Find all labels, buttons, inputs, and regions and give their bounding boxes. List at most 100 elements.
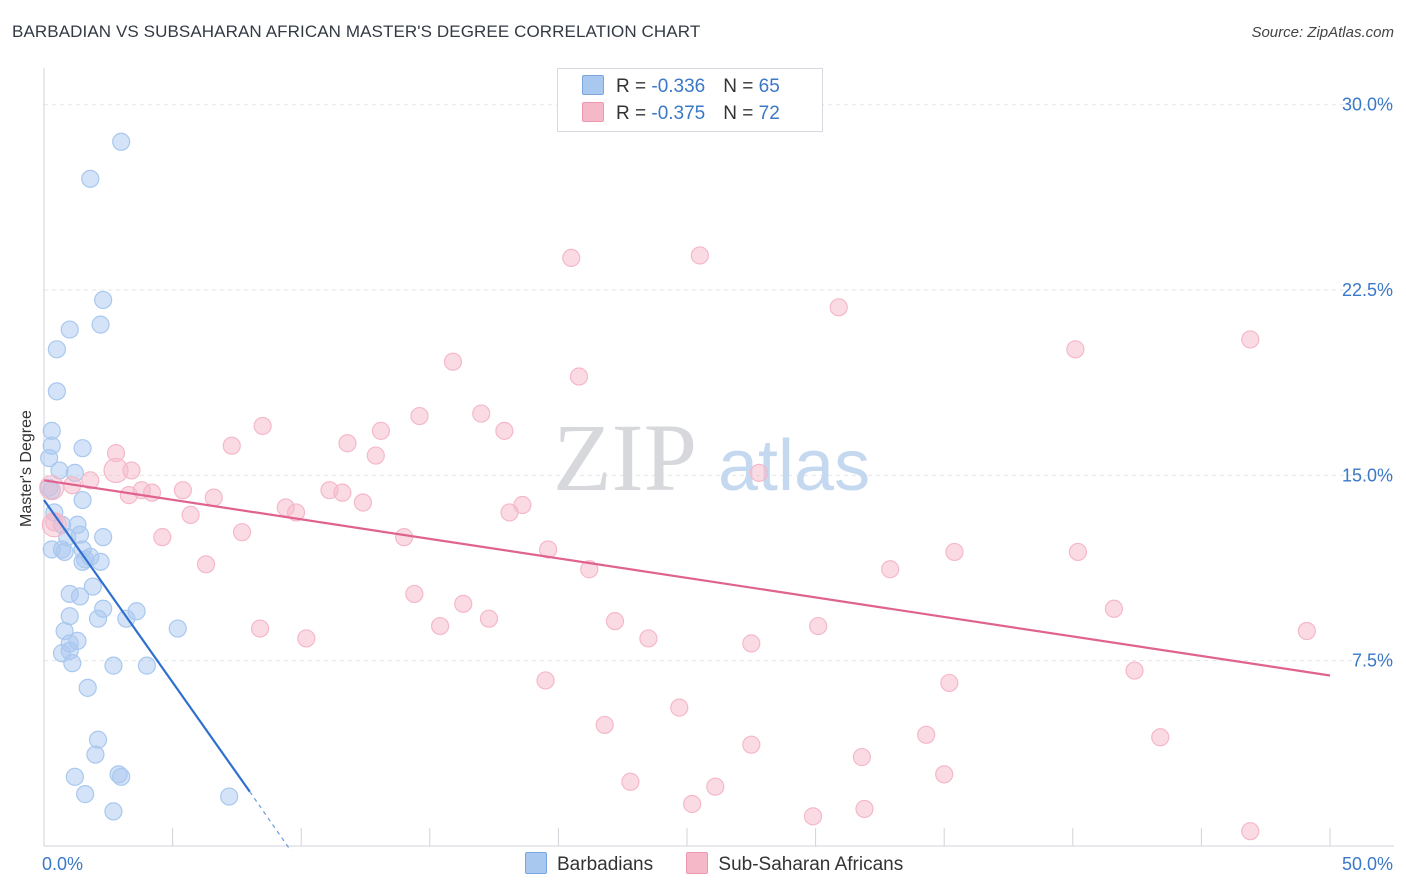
subsaharan-point	[881, 560, 900, 579]
correlation-legend: R = -0.336 N = 65 R = -0.375 N = 72	[557, 68, 823, 132]
series-legend: Barbadians Sub-Saharan Africans	[525, 852, 931, 876]
barbadian-point	[73, 490, 92, 510]
subsaharan-point	[940, 673, 959, 693]
legend-item-subsaharan[interactable]: Sub-Saharan Africans	[686, 852, 903, 876]
subsaharan-point	[103, 457, 129, 484]
subsaharan-point	[405, 584, 424, 604]
subsaharan-point	[1068, 542, 1088, 562]
y-tick-label: 7.5%	[1352, 651, 1393, 671]
barbadian-point	[65, 767, 84, 786]
barbadian-point	[91, 315, 110, 334]
legend-n-label: N =	[723, 103, 759, 124]
subsaharan-point	[394, 528, 414, 547]
subsaharan-point	[39, 475, 65, 501]
barbadian-point	[47, 382, 66, 401]
subsaharan-point	[855, 799, 874, 819]
subsaharan-point	[181, 505, 200, 524]
subsaharan-point	[81, 471, 100, 490]
barbadian-point	[73, 439, 92, 458]
x-tick-label: 0.0%	[42, 854, 83, 874]
subsaharan-point	[742, 634, 761, 653]
source-label: Source: ZipAtlas.com	[1251, 24, 1394, 41]
subsaharan-point	[500, 503, 519, 522]
subsaharan-point	[353, 493, 373, 512]
barbadian-point	[63, 654, 82, 673]
y-tick-label: 22.5%	[1342, 280, 1393, 300]
subsaharan-point	[232, 523, 252, 542]
subsaharan-point	[562, 248, 581, 268]
subsaharan-point	[1297, 621, 1316, 641]
watermark-atlas: atlas	[718, 426, 870, 506]
subsaharan-point	[569, 367, 589, 386]
barbadian-trend-extension	[249, 791, 292, 852]
chart-title: BARBADIAN VS SUBSAHARAN AFRICAN MASTER'S…	[12, 22, 701, 41]
barbadian-point	[88, 730, 108, 749]
legend-label: Sub-Saharan Africans	[718, 854, 904, 875]
subsaharan-point	[670, 698, 689, 717]
legend-n-value: 65	[758, 76, 780, 97]
subsaharan-point	[106, 444, 126, 463]
legend-swatch-subsaharan	[582, 102, 604, 122]
subsaharan-point	[1241, 822, 1260, 841]
barbadian-point	[60, 320, 79, 339]
subsaharan-point	[253, 416, 272, 436]
barbadian-point	[78, 678, 97, 697]
subsaharan-point	[153, 528, 172, 547]
barbadian-point	[94, 528, 113, 547]
barbadian-point	[47, 340, 66, 359]
subsaharan-point	[803, 807, 823, 826]
subsaharan-point	[1066, 340, 1085, 359]
subsaharan-point	[371, 421, 391, 440]
subsaharan-point	[595, 715, 614, 735]
barbadian-point	[220, 787, 239, 806]
subsaharan-point	[333, 483, 352, 502]
subsaharan-point	[829, 298, 848, 317]
subsaharan-point	[580, 560, 599, 579]
subsaharan-point	[250, 619, 270, 638]
subsaharan-point	[690, 246, 709, 265]
barbadian-point	[112, 767, 131, 786]
watermark-zip: ZIP	[553, 404, 697, 511]
subsaharan-point	[852, 747, 871, 767]
legend-label: Barbadians	[557, 854, 654, 875]
legend-item-barbadians[interactable]: Barbadians	[525, 852, 653, 876]
subsaharan-point	[749, 463, 769, 482]
y-tick-label: 30.0%	[1342, 95, 1393, 115]
subsaharan-point	[495, 421, 514, 440]
legend-r-value: -0.336	[651, 76, 706, 97]
subsaharan-point	[742, 735, 761, 754]
subsaharan-point	[286, 503, 306, 522]
grid-layer	[44, 104, 1394, 662]
legend-n-label: N =	[723, 76, 759, 97]
subsaharan-point	[935, 765, 954, 784]
subsaharan-trend-line	[43, 479, 1331, 677]
subsaharan-point	[443, 352, 463, 371]
subsaharan-point	[639, 629, 658, 648]
subsaharan-point	[1241, 330, 1260, 349]
subsaharan-point	[621, 772, 640, 791]
subsaharan-point	[297, 629, 316, 648]
legend-row-subsaharan: R = -0.375 N = 72	[582, 102, 780, 126]
barbadian-point	[76, 785, 95, 804]
subsaharan-point	[1125, 661, 1144, 680]
subsaharan-point	[1104, 599, 1124, 618]
subsaharan-point	[536, 671, 555, 690]
barbadian-point	[70, 587, 90, 606]
legend-row-barbadians: R = -0.336 N = 65	[582, 75, 780, 99]
trend-layer	[43, 479, 1331, 852]
legend-swatch-barbadians	[525, 852, 547, 874]
barbadian-point	[104, 656, 123, 675]
legend-r-label: R =	[616, 103, 652, 124]
legend-r-value: -0.375	[651, 103, 706, 124]
barbadian-point	[112, 132, 131, 151]
y-tick-label: 15.0%	[1342, 465, 1393, 485]
barbadian-trend-line	[43, 499, 251, 793]
legend-swatch-barbadians	[582, 75, 604, 95]
legend-swatch-subsaharan	[686, 852, 709, 874]
barbadian-point	[81, 169, 100, 188]
subsaharan-point	[472, 404, 491, 423]
subsaharan-point	[809, 616, 828, 636]
subsaharan-point	[430, 616, 450, 636]
subsaharan-point	[173, 481, 192, 500]
